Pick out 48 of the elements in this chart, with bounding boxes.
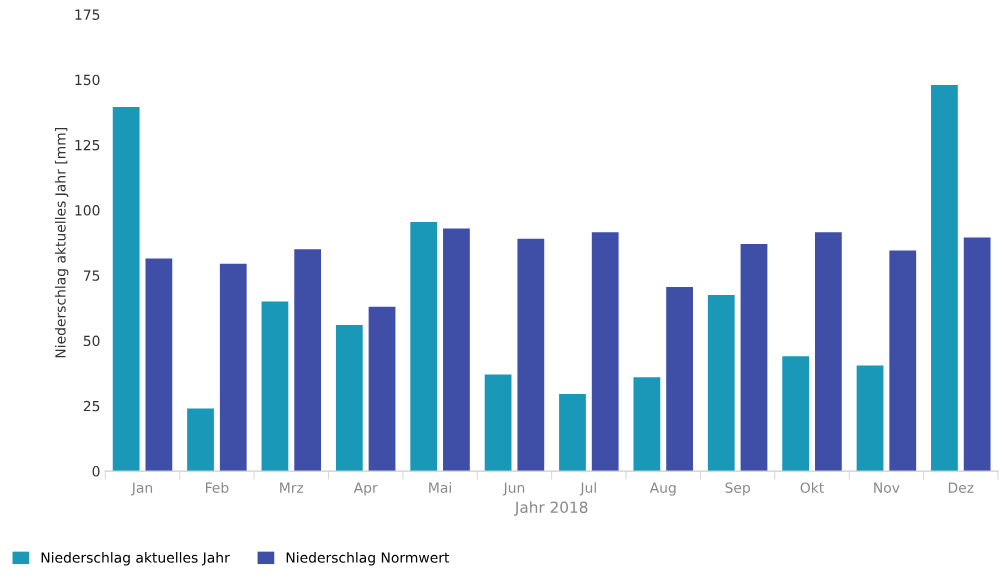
bar — [707, 294, 735, 472]
x-tick-label: Apr — [353, 482, 378, 496]
bar — [931, 84, 958, 472]
bar — [814, 232, 842, 472]
y-tick-label: 25 — [83, 400, 100, 412]
x-axis-title: Jahr 2018 — [514, 501, 588, 516]
legend-label: Niederschlag aktuelles Jahr — [41, 552, 230, 566]
x-tick-label: Jul — [579, 482, 596, 496]
y-tick-label: 100 — [75, 205, 100, 216]
bar — [443, 228, 470, 472]
y-tick-label: 125 — [75, 139, 100, 151]
bar — [368, 306, 396, 472]
y-tick-label: 150 — [75, 74, 100, 86]
bar — [294, 249, 322, 472]
bar — [856, 365, 884, 472]
bar — [666, 287, 693, 472]
x-tick-label: Nov — [874, 482, 900, 493]
x-tick-label: Mai — [429, 482, 451, 493]
bar — [559, 394, 586, 472]
y-tick-label: 50 — [83, 335, 100, 347]
bar — [145, 258, 173, 472]
x-tick-label: Dez — [948, 482, 974, 493]
bar — [633, 377, 661, 472]
y-tick-label: 0 — [92, 466, 100, 477]
bar — [484, 374, 512, 472]
bar — [261, 301, 289, 472]
bar — [335, 324, 363, 472]
bar — [889, 250, 917, 472]
bar — [410, 221, 438, 472]
bar — [219, 263, 247, 472]
x-tick-label: Aug — [649, 482, 676, 496]
y-tick-label: 75 — [83, 270, 100, 281]
x-tick-label: Sep — [725, 482, 750, 496]
x-tick-label: Jan — [131, 482, 153, 496]
bar — [963, 237, 991, 472]
bar — [782, 356, 810, 472]
bar — [517, 238, 545, 472]
x-tick-label: Jun — [502, 482, 525, 496]
bar — [740, 244, 768, 472]
x-tick-label: Feb — [205, 482, 229, 493]
y-tick-label: 175 — [75, 9, 100, 20]
bar — [112, 107, 140, 472]
bar — [187, 408, 214, 472]
y-axis-title: Niederschlag aktuelles Jahr [mm] — [54, 128, 69, 358]
x-tick-label: Okt — [800, 482, 824, 493]
x-tick-label: Mrz — [280, 482, 304, 493]
legend-label: Niederschlag Normwert — [286, 552, 450, 566]
bar — [591, 232, 619, 472]
